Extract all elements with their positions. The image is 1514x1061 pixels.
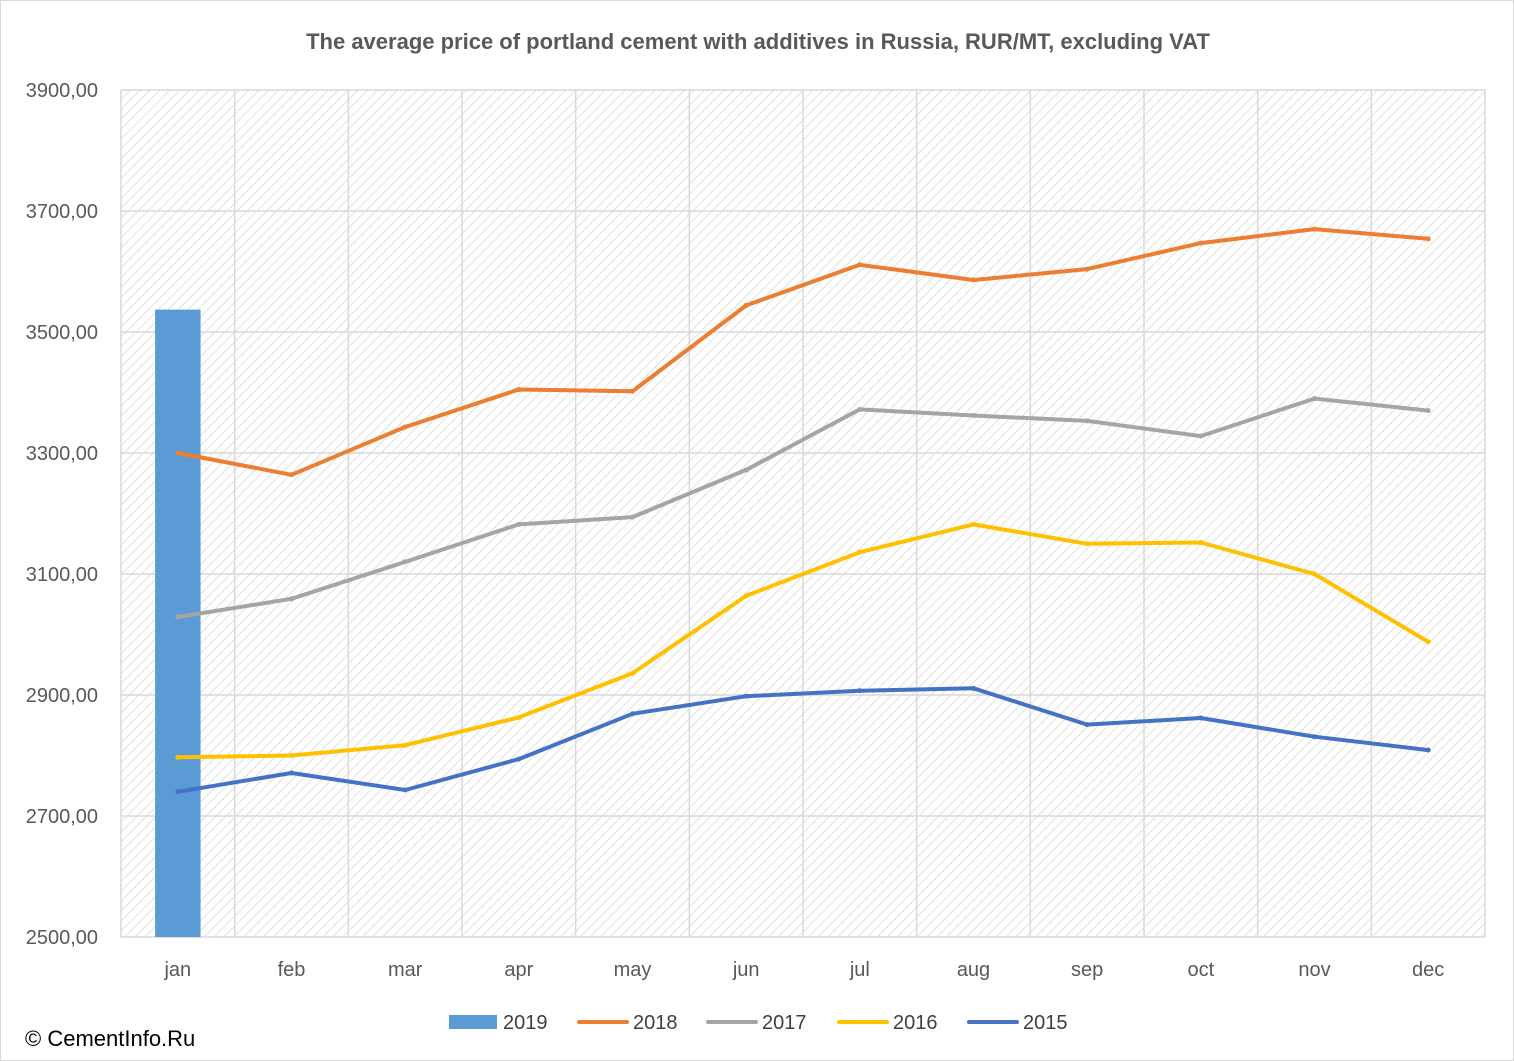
data-point-2018-jun xyxy=(743,302,749,308)
data-point-2016-apr xyxy=(516,714,522,720)
x-tick-label: oct xyxy=(1187,959,1214,981)
x-tick-label: jun xyxy=(732,959,760,981)
data-point-2015-jul xyxy=(857,688,863,694)
series-line-2016 xyxy=(175,522,1431,760)
data-point-2015-jan xyxy=(175,789,181,795)
data-point-2017-apr xyxy=(516,521,522,527)
data-point-2016-jun xyxy=(743,593,749,599)
y-tick-label: 3700,00 xyxy=(26,201,98,223)
data-point-2015-may xyxy=(630,711,635,717)
y-tick-label: 3500,00 xyxy=(26,322,98,344)
x-tick-label: nov xyxy=(1298,959,1330,981)
legend-label-2017: 2017 xyxy=(762,1012,807,1034)
legend-swatch-2019 xyxy=(449,1015,497,1029)
data-point-2016-nov xyxy=(1312,571,1317,577)
data-point-2017-may xyxy=(630,514,635,520)
data-point-2018-apr xyxy=(516,386,522,392)
data-point-2018-aug xyxy=(971,277,976,283)
data-point-2015-mar xyxy=(402,787,408,793)
data-point-2017-oct xyxy=(1198,433,1204,439)
data-point-2016-oct xyxy=(1198,540,1204,546)
data-point-2017-dec xyxy=(1425,408,1431,414)
data-point-2017-aug xyxy=(971,412,976,418)
data-point-2016-dec xyxy=(1425,639,1431,645)
data-point-2017-mar xyxy=(402,559,408,565)
x-tick-label: sep xyxy=(1071,959,1103,981)
data-point-2018-may xyxy=(630,388,635,394)
data-point-2018-dec xyxy=(1425,236,1431,242)
y-tick-label: 2500,00 xyxy=(26,927,98,949)
data-point-2018-nov xyxy=(1312,226,1317,232)
x-tick-label: jan xyxy=(163,959,191,981)
data-point-2015-sep xyxy=(1084,722,1090,728)
chart-title: The average price of portland cement wit… xyxy=(306,29,1210,54)
data-point-2017-jun xyxy=(743,467,749,473)
data-point-2016-aug xyxy=(971,521,976,527)
y-tick-label: 2900,00 xyxy=(26,685,98,707)
data-point-2016-sep xyxy=(1084,541,1090,547)
y-axis: 2500,00 2700,00 2900,00 3100,00 3300,00 3500,… xyxy=(26,80,98,949)
data-point-2017-sep xyxy=(1084,418,1090,424)
grid-layer xyxy=(120,89,1486,938)
data-point-2017-feb xyxy=(289,596,294,602)
x-axis: jan feb mar apr may jun jul aug sep oct nov dec xyxy=(163,959,1444,981)
x-tick-label: dec xyxy=(1412,959,1444,981)
data-point-2016-feb xyxy=(289,753,294,758)
data-point-2015-oct xyxy=(1198,715,1204,721)
data-point-2015-jun xyxy=(743,693,749,699)
data-point-2018-jul xyxy=(857,262,863,268)
data-point-2017-jul xyxy=(857,406,863,412)
data-point-2015-apr xyxy=(516,756,522,762)
data-point-2015-dec xyxy=(1425,747,1431,753)
x-tick-label: apr xyxy=(504,959,533,981)
series-line-2018 xyxy=(175,227,1431,477)
data-point-2016-mar xyxy=(402,742,408,748)
data-point-2018-oct xyxy=(1198,240,1204,246)
data-point-2017-nov xyxy=(1312,396,1317,402)
bar-2019-jan xyxy=(155,309,201,937)
data-point-2016-may xyxy=(630,670,635,676)
x-tick-label: may xyxy=(614,959,652,981)
copyright-text: © CementInfo.Ru xyxy=(25,1026,196,1051)
legend: 2019 2018 2017 2016 2015 xyxy=(449,1012,1068,1034)
legend-label-2016: 2016 xyxy=(893,1012,938,1034)
x-tick-label: mar xyxy=(388,959,423,981)
y-tick-label: 3100,00 xyxy=(26,564,98,586)
data-point-2016-jan xyxy=(175,754,181,760)
data-point-2018-jan xyxy=(175,450,181,456)
legend-label-2015: 2015 xyxy=(1023,1012,1068,1034)
series-line-2015 xyxy=(175,686,1431,794)
data-point-2018-sep xyxy=(1084,266,1090,272)
data-point-2017-jan xyxy=(175,614,181,620)
bar-layer xyxy=(155,309,201,937)
data-point-2016-jul xyxy=(857,549,863,555)
data-point-2015-aug xyxy=(971,685,976,691)
line-layer xyxy=(175,226,1431,795)
x-tick-label: jul xyxy=(849,959,870,981)
y-tick-label: 3300,00 xyxy=(26,443,98,465)
x-tick-label: aug xyxy=(957,959,990,981)
legend-label-2018: 2018 xyxy=(633,1012,678,1034)
y-tick-label: 2700,00 xyxy=(26,806,98,828)
series-line-2017 xyxy=(175,396,1431,619)
data-point-2015-nov xyxy=(1312,734,1317,740)
data-point-2018-mar xyxy=(402,424,408,430)
x-tick-label: feb xyxy=(278,959,306,981)
y-tick-label: 3900,00 xyxy=(26,80,98,102)
data-point-2018-feb xyxy=(289,472,294,478)
legend-label-2019: 2019 xyxy=(503,1012,548,1034)
data-point-2015-feb xyxy=(289,770,294,776)
